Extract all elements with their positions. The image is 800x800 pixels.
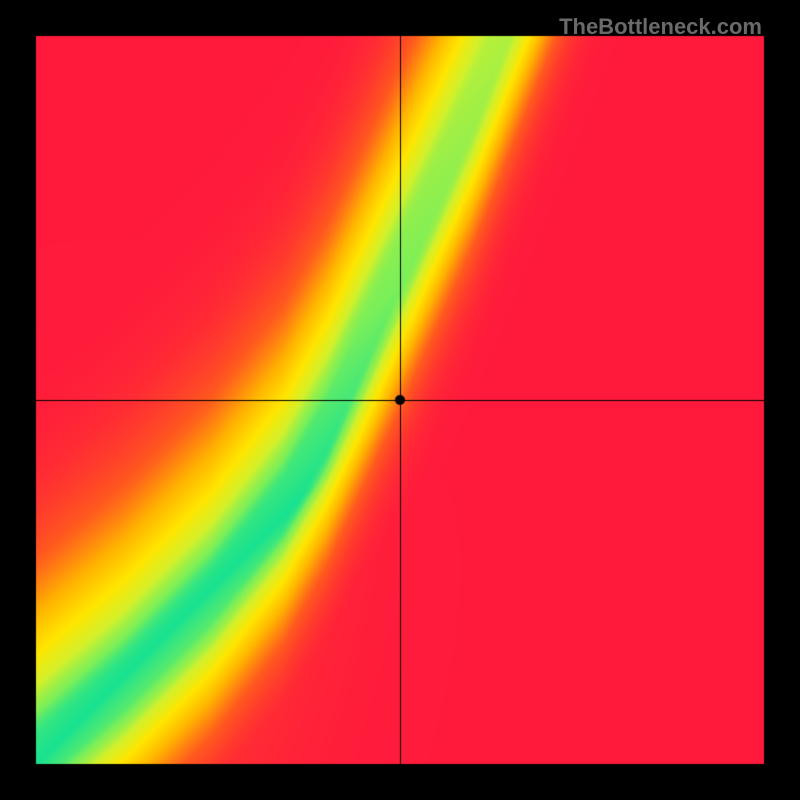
watermark-text: TheBottleneck.com	[559, 14, 762, 40]
bottleneck-heatmap	[0, 0, 800, 800]
